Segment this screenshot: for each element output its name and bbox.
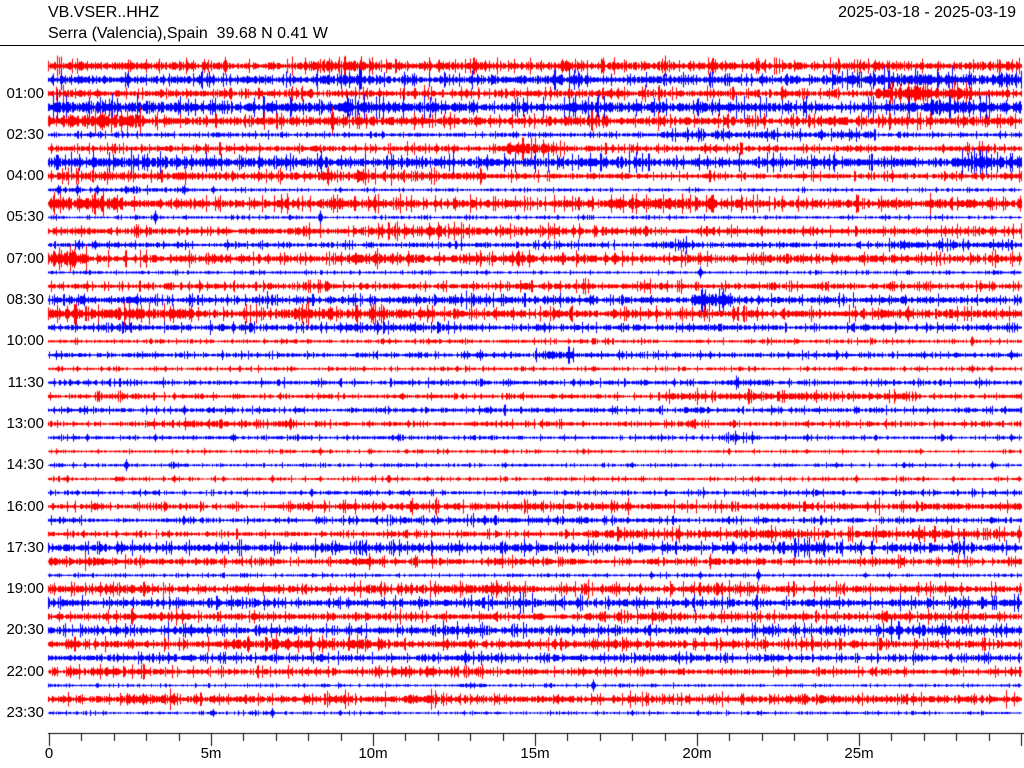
y-axis-time-label: 19:00: [6, 580, 44, 598]
header-divider: [0, 45, 1024, 46]
y-axis-time-label: 20:30: [6, 621, 44, 639]
y-axis-time-label: 08:30: [6, 291, 44, 309]
y-axis-time-label: 11:30: [7, 373, 44, 391]
x-axis-minute-label: 10m: [358, 745, 388, 762]
y-axis-time-label: 23:30: [6, 704, 44, 721]
x-axis-minute-label: 0: [44, 745, 54, 762]
x-axis-minute-label: 15m: [520, 745, 550, 762]
y-axis-time-label: 04:00: [6, 167, 44, 185]
y-axis-time-label: 13:00: [6, 414, 44, 432]
y-axis-time-label: 02:30: [6, 125, 44, 143]
y-axis-time-label: 22:00: [6, 662, 44, 680]
y-axis-time-label: 05:30: [6, 208, 44, 226]
x-axis-minute-label: 25m: [844, 745, 874, 762]
y-axis-time-label: 17:30: [6, 538, 44, 556]
y-axis-time-label: 16:00: [6, 497, 44, 515]
y-axis-time-label: 01:00: [6, 84, 44, 102]
y-axis-time-label: 07:00: [6, 249, 44, 267]
x-axis-minute-label: 20m: [682, 745, 712, 762]
y-axis-time-label: 14:30: [6, 456, 44, 474]
station-code: VB.VSER..HHZ: [48, 4, 160, 21]
x-axis-minute-label: 5m: [200, 745, 222, 762]
station-location: Serra (Valencia),Spain 39.68 N 0.41 W: [48, 25, 328, 42]
y-axis-time-label: 10:00: [6, 332, 44, 350]
date-range: 2025-03-18 - 2025-03-19: [838, 4, 1016, 21]
